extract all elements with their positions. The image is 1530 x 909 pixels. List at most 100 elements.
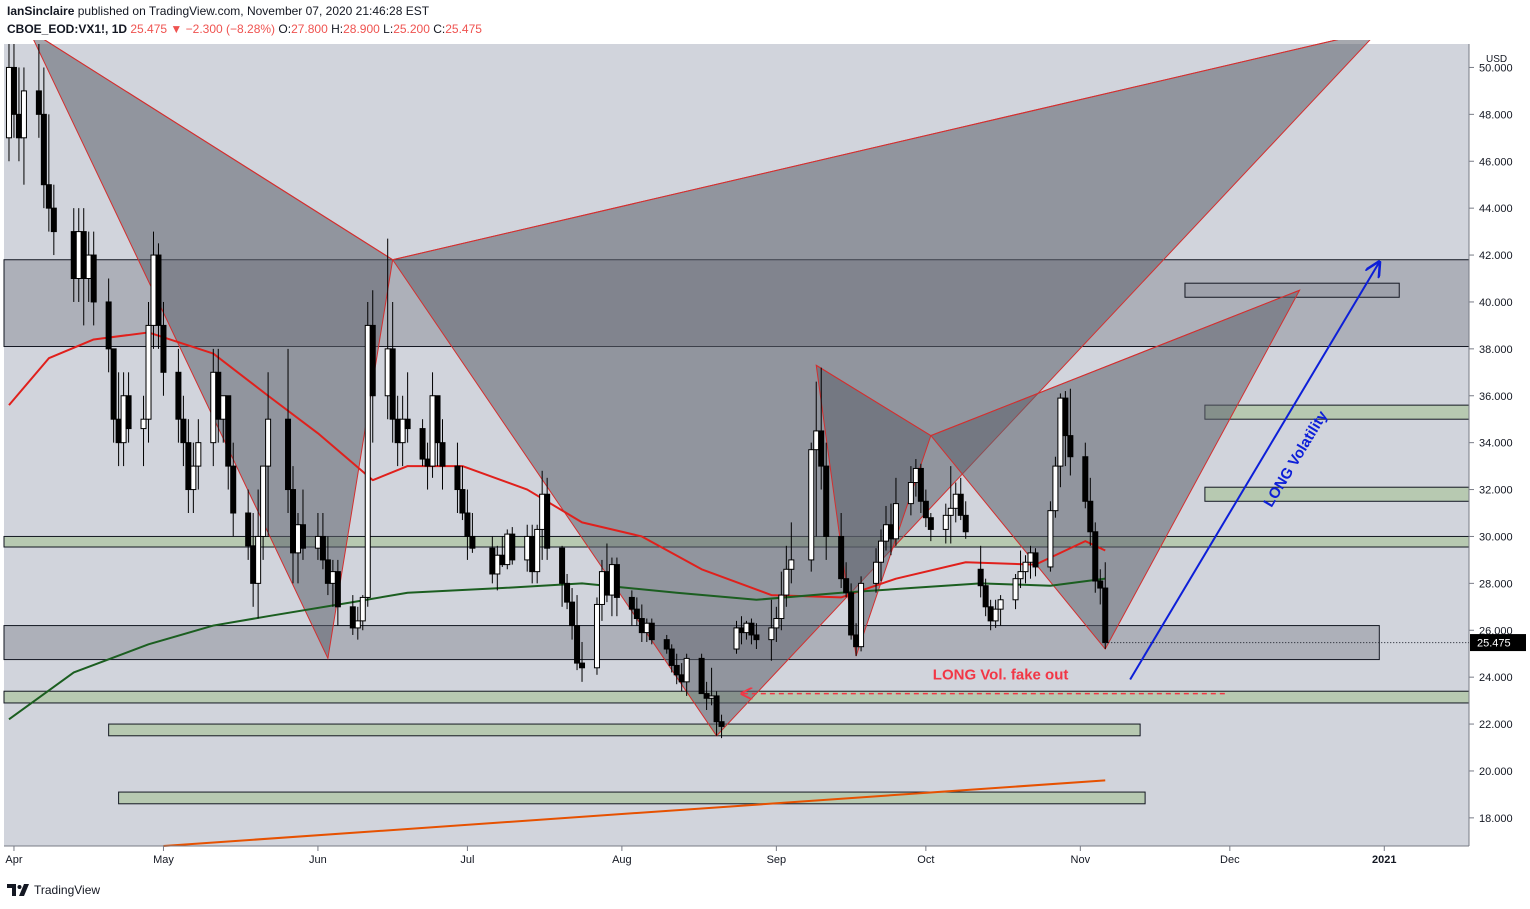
harmonic-leg-0-xb xyxy=(43,40,393,261)
time-axis-labels: Apr May Jun Jul Aug Sep Oct Nov Dec 2021 xyxy=(5,846,1397,866)
candle-body-91 xyxy=(663,639,670,650)
green-zone-7 xyxy=(108,723,1141,737)
candle-body-133 xyxy=(957,493,964,516)
candle-body-84 xyxy=(608,564,615,596)
candle-body-41 xyxy=(299,524,306,549)
candle-body-51 xyxy=(369,324,376,397)
candle-body-122 xyxy=(882,524,889,542)
candle-body-97 xyxy=(703,693,710,699)
open-label: O: xyxy=(278,22,292,36)
candle-body-139 xyxy=(997,599,1004,610)
candle-body-19 xyxy=(145,324,152,420)
candle-body-3 xyxy=(20,90,27,139)
candle-body-98 xyxy=(708,695,715,699)
candle-body-152 xyxy=(1092,531,1099,582)
price-tick-label-11: 40.000 xyxy=(1479,297,1513,309)
candle-body-81 xyxy=(593,603,600,669)
footer-brand[interactable]: TradingView xyxy=(34,883,101,897)
tradingview-logo-icon[interactable] xyxy=(7,882,29,898)
candle-body-146 xyxy=(1052,465,1059,512)
candle-body-82 xyxy=(598,571,605,605)
candle-body-118 xyxy=(853,634,860,648)
candle-body-88 xyxy=(638,618,645,634)
price-tick-label-3: 24.000 xyxy=(1479,672,1513,684)
time-tick-label-3: Jul xyxy=(460,854,474,866)
symbol-label[interactable]: CBOE_EOD:VX1!, 1D xyxy=(7,22,128,36)
price-tick-label-1: 20.000 xyxy=(1479,766,1513,778)
candle-body-121 xyxy=(878,540,885,563)
price-tick-label-16: 50.000 xyxy=(1479,62,1513,74)
candle-body-145 xyxy=(1047,510,1054,568)
candle-body-43 xyxy=(319,535,326,561)
published-text: published on TradingView.com, November 0… xyxy=(77,4,430,18)
candle-body-153 xyxy=(1097,580,1104,589)
candle-body-0 xyxy=(5,66,12,139)
candle-body-7 xyxy=(50,207,57,233)
candle-body-85 xyxy=(613,564,620,598)
candle-body-117 xyxy=(848,592,855,636)
candle-body-13 xyxy=(105,301,112,350)
candle-body-21 xyxy=(155,254,162,326)
candle-body-49 xyxy=(359,596,366,622)
candle-body-10 xyxy=(80,231,87,280)
candle-body-12 xyxy=(90,254,97,303)
author-name[interactable]: IanSinclaire xyxy=(7,4,75,18)
price-tick-label-15: 48.000 xyxy=(1479,109,1513,121)
candles-layer xyxy=(5,44,1109,739)
time-tick-label-4: Aug xyxy=(612,854,632,866)
candle-body-30 xyxy=(220,395,227,420)
candle-body-83 xyxy=(603,571,610,596)
candle-body-17 xyxy=(125,395,132,430)
low-label: L: xyxy=(383,22,394,36)
price-tick-label-7: 32.000 xyxy=(1479,485,1513,497)
price-tick-label-10: 38.000 xyxy=(1479,344,1513,356)
candle-body-143 xyxy=(1027,552,1034,563)
candle-body-92 xyxy=(668,648,675,666)
time-tick-label-2: Jun xyxy=(309,854,327,866)
price-axis[interactable] xyxy=(1470,44,1530,846)
candle-body-55 xyxy=(399,418,406,444)
candle-body-48 xyxy=(354,620,361,629)
candle-body-22 xyxy=(160,324,167,373)
close-label: C: xyxy=(433,22,446,36)
last-price-tag: 25.475 xyxy=(1105,634,1526,652)
harmonic-leg-0-bd xyxy=(392,40,1339,261)
candle-body-59 xyxy=(429,395,436,467)
candle-body-79 xyxy=(574,625,581,664)
candle-body-103 xyxy=(743,622,750,634)
candle-body-115 xyxy=(838,535,845,580)
candle-body-149 xyxy=(1067,435,1074,458)
candle-body-67 xyxy=(494,554,501,575)
annotation-text-0: LONG Vol. fake out xyxy=(933,667,1069,684)
candle-body-4 xyxy=(35,90,42,115)
time-tick-label-6: Oct xyxy=(917,854,934,866)
price-tick-label-12: 42.000 xyxy=(1479,250,1513,262)
candle-body-111 xyxy=(808,449,815,561)
open-value: 27.800 xyxy=(291,22,328,36)
high-value: 28.900 xyxy=(343,22,380,36)
candle-body-14 xyxy=(110,348,117,420)
price-tick-label-14: 46.000 xyxy=(1479,156,1513,168)
candle-body-154 xyxy=(1102,587,1109,644)
candle-body-114 xyxy=(823,465,830,537)
candle-body-44 xyxy=(324,559,331,584)
candle-body-100 xyxy=(718,721,725,727)
price-tick-label-2: 22.000 xyxy=(1479,719,1513,731)
ohlc-legend: CBOE_EOD:VX1!, 1D 25.475 ▼ −2.300 (−8.28… xyxy=(7,22,482,36)
candle-body-27 xyxy=(195,442,202,467)
candle-body-50 xyxy=(364,324,371,598)
candle-body-106 xyxy=(768,627,775,641)
candle-body-101 xyxy=(733,627,740,650)
candle-body-128 xyxy=(922,500,929,519)
candle-body-74 xyxy=(539,493,546,530)
candle-body-105 xyxy=(753,634,760,641)
candle-body-109 xyxy=(783,568,790,596)
candle-body-20 xyxy=(150,254,157,326)
candle-body-58 xyxy=(424,458,431,467)
candle-body-40 xyxy=(294,524,301,554)
candle-body-80 xyxy=(579,662,586,669)
harmonic-leg-1-bd xyxy=(930,289,1300,437)
candle-body-138 xyxy=(992,608,999,622)
candle-body-96 xyxy=(698,657,705,695)
